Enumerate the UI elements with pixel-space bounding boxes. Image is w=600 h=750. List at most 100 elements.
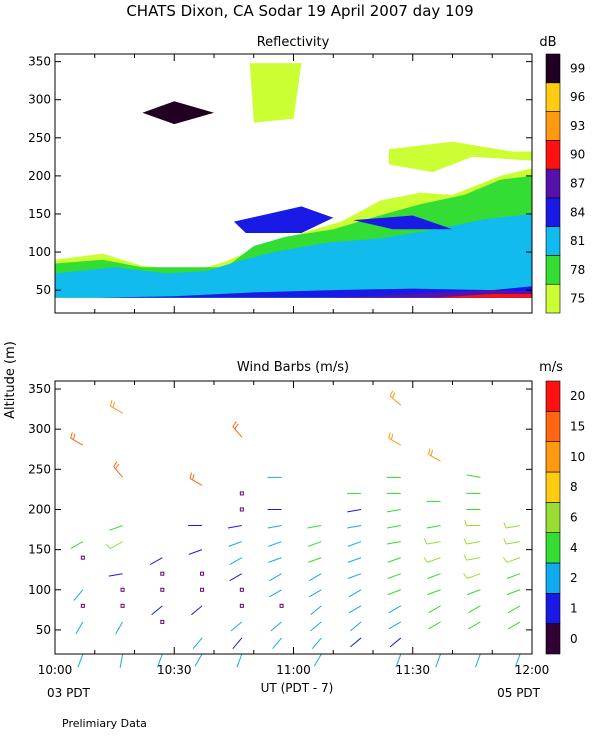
wind-barb (194, 653, 203, 667)
wind-barb-shaft (507, 621, 521, 630)
wind-colorbar-label: 8 (570, 480, 578, 494)
wind-barb-flag (189, 472, 192, 479)
wind-barb-shaft (228, 541, 242, 547)
wind-barb (395, 653, 402, 668)
reflectivity-y-tick-label: 350 (28, 55, 51, 69)
wind-barb (310, 621, 322, 632)
reflectivity-colorbar-label: 93 (570, 119, 585, 133)
wind-barb-shaft (506, 589, 521, 596)
wind-barb (272, 637, 282, 650)
wind-barb (389, 637, 402, 648)
wind-barb (232, 421, 243, 438)
wind-barb (311, 637, 322, 650)
wind-colorbar-swatch (545, 411, 561, 442)
wind-barb-shaft (70, 437, 84, 446)
wind-barb (228, 541, 242, 547)
calm-marker (80, 555, 85, 560)
calm-marker (80, 603, 85, 608)
wind-barb-flag (112, 401, 116, 408)
wind-barb (105, 541, 123, 550)
wind-barb-shaft (268, 541, 282, 547)
wind-barb (115, 621, 124, 635)
wind-barb (347, 541, 362, 547)
wind-barb-shaft (506, 541, 521, 545)
wind-barb (236, 653, 243, 668)
wind-barb-shaft (347, 541, 362, 547)
wind-barb (388, 605, 402, 614)
figure-title: CHATS Dixon, CA Sodar 19 April 2007 day … (126, 2, 473, 20)
reflectivity-colorbar-label: 87 (570, 177, 585, 191)
wind-barb (70, 541, 84, 550)
wind-colorbar-swatch (545, 441, 561, 473)
wind-barb (77, 653, 84, 668)
wind-barb-shaft (308, 557, 322, 563)
wind-barb-flag (423, 538, 428, 545)
wind-barb (308, 557, 322, 563)
reflectivity-colorbar-label: 99 (570, 61, 585, 75)
wind-barb-flag (428, 448, 431, 455)
wind-barb (428, 605, 441, 614)
wind-barb-flag (390, 433, 394, 440)
wind-barb-shaft (350, 621, 362, 632)
wind-barb-flag (105, 543, 111, 549)
wind-barb (350, 621, 362, 632)
wind-barb-shaft (467, 605, 481, 614)
wind-barb (388, 432, 402, 446)
wind-barb-shaft (311, 637, 322, 650)
wind-barb (503, 538, 521, 545)
reflectivity-region-75 (388, 141, 532, 173)
wind-barb-shaft (426, 525, 441, 529)
wind-barb (386, 541, 401, 545)
wind-barb (387, 573, 401, 579)
wind-barb (464, 519, 481, 527)
wind-barb (110, 400, 123, 414)
wind-barb (230, 621, 243, 632)
wind-x-tick-label: 10:00 (38, 663, 73, 677)
wind-barb-shaft (268, 557, 282, 563)
wind-barb-shaft (236, 653, 243, 668)
wind-barb-shaft (467, 621, 481, 630)
wind-barb (388, 621, 402, 630)
wind-barb-shaft (389, 637, 402, 648)
calm-marker (120, 587, 125, 592)
wind-barb-shaft (388, 621, 402, 630)
wind-barb-shaft (267, 525, 282, 529)
wind-barb-shaft (119, 653, 124, 668)
wind-barb-flag (388, 432, 391, 439)
wind-barb-shaft (347, 573, 362, 579)
wind-barb (423, 557, 441, 563)
wind-barb-shaft (308, 589, 322, 598)
wind-barb (386, 508, 401, 513)
wind-barb-shaft (348, 589, 362, 598)
wind-barb-flag (115, 463, 120, 470)
wind-barb-shaft (347, 508, 362, 513)
wind-barb-shaft (270, 621, 282, 632)
wind-barb-shaft (395, 653, 402, 668)
wind-barb-shaft (308, 541, 322, 547)
wind-barb (119, 653, 124, 668)
wind-barb (229, 573, 243, 582)
calm-marker (239, 507, 244, 512)
wind-barb-shaft (230, 621, 243, 632)
wind-barb (191, 605, 203, 616)
calm-marker (279, 603, 284, 608)
reflectivity-colorbar-swatch (545, 53, 561, 84)
reflectivity-colorbar-unit: dB (539, 35, 556, 50)
wind-barb-shaft (110, 541, 123, 550)
calm-marker (239, 587, 244, 592)
wind-barb-shaft (115, 621, 124, 635)
wind-barb (310, 605, 322, 616)
wind-barb-flag (389, 390, 394, 397)
wind-colorbar-label: 6 (570, 511, 578, 525)
wind-colorbar-label: 2 (570, 571, 578, 585)
wind-barb (149, 557, 163, 566)
calm-marker (160, 587, 165, 592)
wind-barb (426, 525, 441, 529)
wind-barb (387, 557, 401, 563)
wind-barb-shaft (427, 557, 441, 563)
wind-colorbar-label: 10 (570, 450, 585, 464)
wind-barb-flag (234, 423, 239, 430)
wind-barb (269, 589, 282, 598)
wind-barb-shaft (467, 589, 481, 596)
calm-marker (200, 571, 205, 576)
